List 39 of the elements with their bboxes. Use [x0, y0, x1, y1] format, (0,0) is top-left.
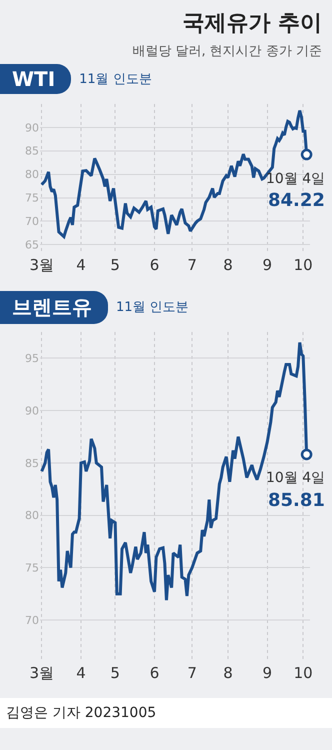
annotation: 10월 4일: [266, 171, 326, 187]
y-tick-label: 85: [25, 456, 39, 470]
text: 11월 인도분: [79, 71, 152, 88]
text: 11월 인도분: [116, 299, 189, 316]
y-tick-label: 65: [25, 238, 39, 252]
chart-subtitle: 배럴당 달러, 현지시간 종가 기준: [131, 43, 322, 60]
x-tick-label: 9: [262, 256, 272, 274]
chart-title: 국제유가 추이: [181, 10, 322, 38]
x-tick-label: 10: [294, 664, 313, 682]
x-tick-label: 5: [110, 664, 120, 682]
x-tick-label: 3월: [29, 664, 54, 682]
x-tick-label: 9: [262, 664, 272, 682]
x-tick-label: 7: [187, 256, 197, 274]
x-tick-label: 10: [294, 256, 313, 274]
y-tick-label: 95: [25, 352, 39, 366]
x-tick-label: 8: [223, 664, 233, 682]
x-tick-label: 6: [150, 664, 160, 682]
x-tick-label: 7: [187, 664, 197, 682]
y-tick-label: 90: [25, 121, 39, 134]
y-tick-label: 85: [25, 144, 39, 158]
x-tick-label: 4: [76, 664, 86, 682]
data-label: 84.22: [268, 190, 325, 211]
y-tick-label: 75: [25, 192, 39, 205]
x-tick-label: 3월: [29, 256, 54, 274]
data-label: 85.81: [268, 490, 325, 511]
y-tick-label: 80: [25, 509, 39, 522]
y-tick-label: 80: [25, 168, 39, 182]
x-tick-label: 6: [150, 256, 160, 274]
text: WTI: [0, 64, 72, 94]
x-tick-label: 8: [223, 256, 233, 274]
x-tick-label: 5: [110, 256, 120, 274]
annotation: 10월 4일: [266, 470, 326, 486]
y-tick-label: 90: [25, 404, 39, 418]
text: 김영은 기자 20231005: [0, 698, 332, 728]
y-tick-label: 70: [25, 614, 39, 627]
x-tick-label: 4: [76, 256, 86, 274]
text: 브렌트유: [0, 290, 108, 324]
y-tick-label: 70: [25, 215, 39, 228]
y-tick-label: 75: [25, 562, 39, 575]
